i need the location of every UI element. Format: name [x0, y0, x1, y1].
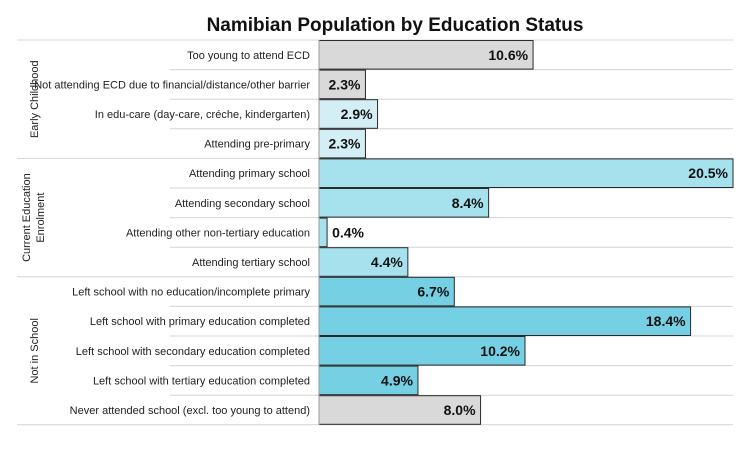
bar: [318, 99, 379, 129]
group-label: Enrolment: [35, 193, 47, 243]
value-label: 4.4%: [371, 254, 403, 270]
category-label: Left school with secondary education com…: [76, 346, 310, 358]
chart-title: Namibian Population by Education Status: [207, 15, 584, 36]
category-label: Too young to attend ECD: [187, 50, 310, 62]
bar: [318, 306, 692, 336]
category-label: Attending tertiary school: [192, 257, 310, 269]
value-label: 8.0%: [444, 402, 476, 418]
bar: [318, 217, 328, 248]
value-label: 6.7%: [417, 284, 449, 300]
category-label: Attending pre-primary: [204, 139, 310, 151]
bars: [318, 40, 734, 425]
category-label: Attending secondary school: [175, 198, 310, 210]
bar: [318, 40, 534, 70]
value-labels: 10.6% 2.3% 2.9% 2.3% 20.5% 8.4% 0.4% 4.4% 6.7% 18…: [329, 47, 729, 418]
bar: [318, 276, 455, 307]
category-label: Attending primary school: [189, 168, 310, 180]
category-label: In edu-care (day-care, créche, kindergar…: [95, 109, 310, 121]
value-label: 4.9%: [381, 372, 413, 388]
bar: [318, 365, 419, 396]
value-label: 10.2%: [480, 343, 520, 359]
category-label: Never attended school (excl. too young t…: [70, 405, 310, 417]
group-label: Not in School: [29, 318, 41, 383]
group-label: Current Education: [21, 173, 33, 262]
category-label: Left school with tertiary education comp…: [93, 375, 310, 387]
group-label: Early Childhood: [29, 60, 41, 138]
category-label: Attending other non-tertiary education: [126, 227, 310, 239]
bar: [318, 336, 526, 366]
group-labels: Early Childhood Current Education Enrolmen…: [21, 60, 47, 383]
bar: [318, 188, 490, 218]
value-label: 0.4%: [332, 224, 364, 240]
value-label: 20.5%: [688, 165, 728, 181]
value-label: 2.3%: [329, 76, 361, 92]
category-labels: Too young to attend ECD Not attending ECD…: [34, 50, 310, 417]
value-label: 8.4%: [452, 195, 484, 211]
bar: [318, 158, 734, 188]
value-label: 10.6%: [488, 47, 528, 63]
value-label: 18.4%: [646, 313, 686, 329]
value-label: 2.3%: [329, 136, 361, 152]
category-label: Left school with primary education compl…: [90, 316, 310, 328]
value-label: 2.9%: [341, 106, 373, 122]
category-label: Left school with no education/incomplete…: [72, 287, 310, 299]
category-label: Not attending ECD due to financial/dista…: [34, 79, 310, 91]
